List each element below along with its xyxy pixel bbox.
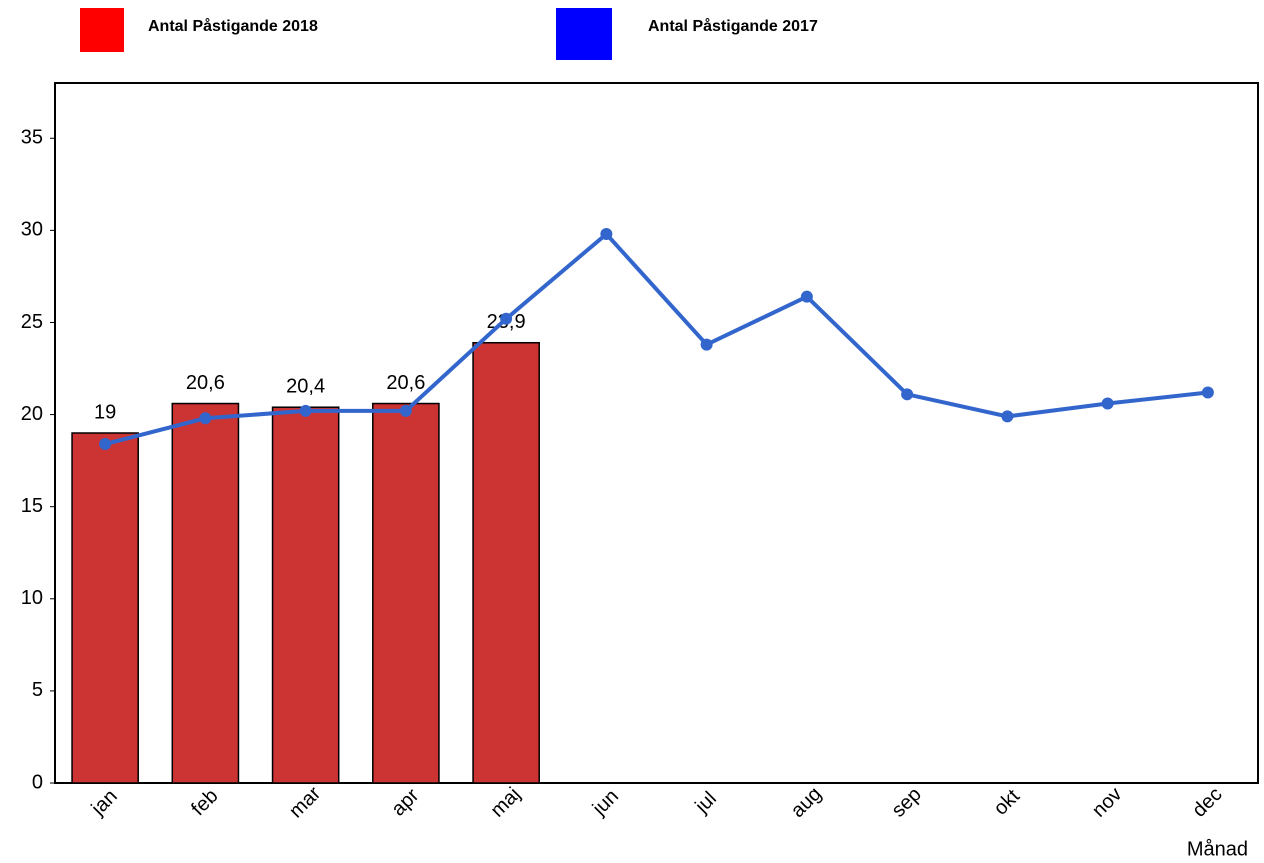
x-tick-label: apr [387, 784, 423, 820]
line-point [600, 228, 613, 241]
y-tick-label: 20 [21, 403, 43, 425]
y-tick-label: 25 [21, 311, 43, 333]
line-point [901, 388, 914, 401]
bar [472, 341, 540, 784]
y-tick-label: 35 [21, 127, 43, 149]
line [104, 231, 1209, 446]
line-point [500, 312, 513, 325]
line-point [800, 290, 813, 303]
bar [71, 432, 139, 784]
line-point [299, 404, 312, 417]
x-tick-label: dec [1188, 783, 1226, 821]
x-tick-label: jun [588, 785, 623, 820]
legend-label: Antal Påstigande 2017 [648, 17, 818, 35]
legend-swatch [80, 8, 124, 52]
x-axis-label: Månad [1187, 838, 1248, 860]
x-tick-label: feb [187, 785, 222, 820]
y-tick-label: 30 [21, 219, 43, 241]
x-tick-label: sep [887, 783, 925, 821]
x-tick-label: jan [87, 785, 122, 820]
y-tick-label: 15 [21, 495, 43, 517]
y-tick-label: 0 [32, 771, 43, 793]
y-tick-label: 10 [21, 587, 43, 609]
line-point [700, 338, 713, 351]
x-tick-label: maj [486, 783, 524, 821]
line-point [399, 404, 412, 417]
plot-frame [54, 82, 1259, 784]
x-tick-label: mar [285, 782, 325, 822]
x-tick-label: jul [691, 788, 721, 818]
line-point [1101, 397, 1114, 410]
value-label: 19 [94, 401, 116, 423]
bar [372, 402, 440, 784]
value-label: 20,6 [386, 372, 425, 394]
line-point [199, 412, 212, 425]
y-tick-label: 5 [32, 679, 43, 701]
value-label: 20,6 [186, 372, 225, 394]
x-tick-label: nov [1088, 783, 1126, 821]
value-label: 20,4 [286, 375, 325, 397]
bar [171, 402, 240, 784]
legend-label: Antal Påstigande 2018 [148, 17, 318, 35]
line-point [99, 438, 112, 451]
legend-swatch [556, 8, 612, 60]
x-tick-label: aug [787, 783, 826, 822]
x-tick-label: okt [990, 785, 1025, 820]
line-point [1201, 386, 1214, 399]
bar [271, 406, 340, 784]
line-point [1001, 410, 1014, 423]
